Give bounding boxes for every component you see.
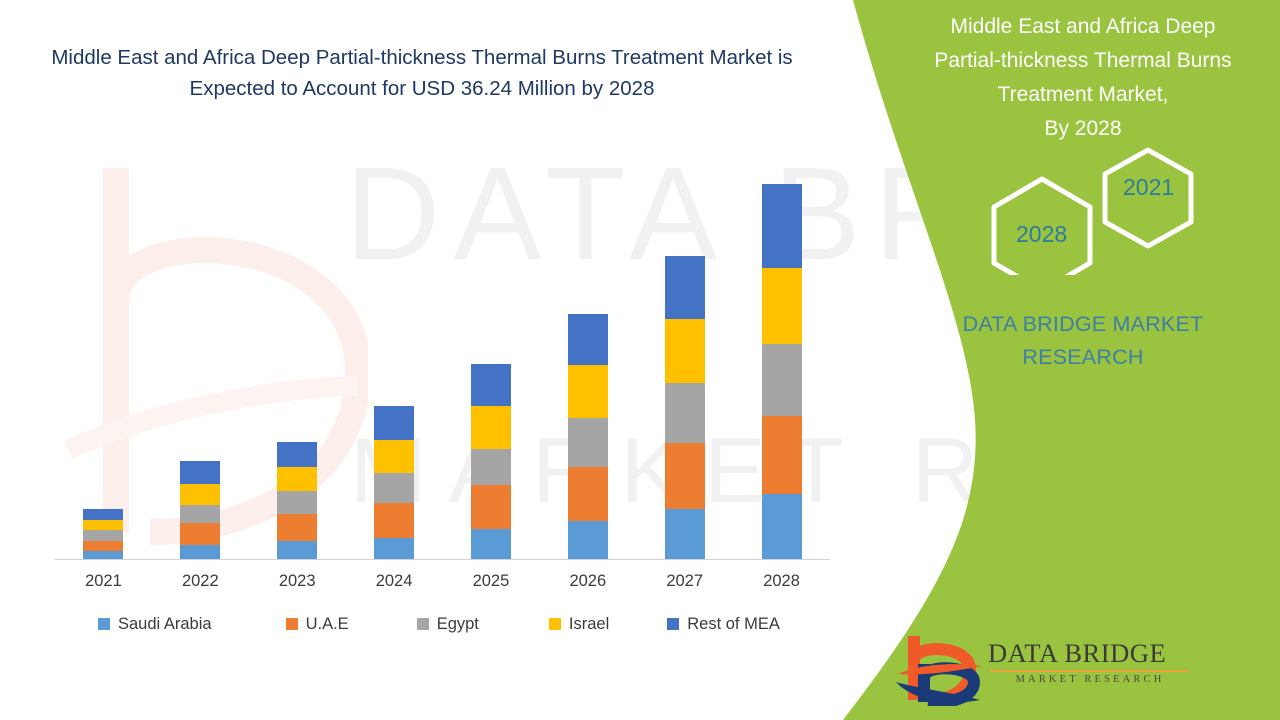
bar-segment: [470, 405, 511, 449]
bar-segment: [180, 522, 221, 545]
legend-swatch-icon: [285, 618, 298, 630]
bar-segment: [374, 405, 415, 440]
legend-label: U.A.E: [305, 614, 349, 633]
legend-label: Israel: [568, 614, 610, 633]
x-axis-label-2023: 2023: [278, 572, 316, 590]
brand-line-2: RESEARCH: [1022, 344, 1144, 369]
bar-segment: [761, 267, 802, 344]
legend-item-u-a-e[interactable]: U.A.E: [285, 614, 349, 634]
logo-divider: [990, 670, 1188, 672]
bar-segment: [761, 416, 802, 494]
panel-title-line-3: Treatment Market,: [997, 83, 1169, 107]
logo-wordmark: DATA BRIDGE: [988, 638, 1167, 668]
bar-segment: [83, 540, 124, 551]
chart-axis-line: [55, 559, 830, 560]
bar-segment: [664, 318, 705, 383]
bar-segment: [664, 443, 705, 509]
bar-segment: [180, 483, 221, 505]
bar-column-2021: [83, 509, 124, 560]
panel-title-line-1: Middle East and Africa Deep: [950, 15, 1216, 38]
bar-segment: [277, 513, 318, 541]
bar-segment: [83, 509, 124, 520]
x-axis-label-2021: 2021: [85, 572, 122, 590]
green-panel-content: Middle East and Africa Deep Partial-thic…: [896, 0, 1280, 720]
bar-segment: [374, 473, 415, 503]
bar-segment: [374, 503, 415, 538]
bar-segment: [761, 494, 802, 560]
chart-x-axis-labels: 2021 2022 2023 2024 2025 2026 2027 2028: [55, 572, 830, 598]
hexagon-label-2021: 2021: [1123, 174, 1175, 200]
brand-line-1: DATA BRIDGE MARKET: [962, 312, 1204, 336]
x-axis-label-2022: 2022: [181, 572, 219, 590]
x-axis-label-2027: 2027: [666, 572, 704, 590]
legend-swatch-icon: [667, 618, 680, 630]
bar-segment: [567, 365, 608, 418]
bar-column-2024: [374, 405, 415, 560]
x-axis-label-2028: 2028: [763, 572, 800, 590]
bar-segment: [277, 441, 318, 467]
bar-segment: [180, 545, 221, 560]
bar-segment: [567, 314, 608, 365]
bar-segment: [374, 440, 415, 473]
legend-swatch-icon: [98, 618, 110, 630]
panel-title: Middle East and Africa Deep Partial-thic…: [900, 10, 1266, 146]
bar-segment: [470, 449, 511, 485]
bar-column-2028: [761, 183, 802, 560]
bar-segment: [664, 383, 705, 443]
bar-segment: [277, 491, 318, 514]
bar-segment: [83, 530, 124, 541]
chart-title: Middle East and Africa Deep Partial-thic…: [51, 46, 793, 101]
legend-item-israel[interactable]: Israel: [548, 614, 610, 634]
logo-subtitle: MARKET RESEARCH: [1015, 674, 1165, 685]
bar-segment: [83, 519, 124, 530]
bar-segment: [567, 521, 608, 560]
bar-segment: [761, 183, 802, 268]
bar-segment: [180, 461, 221, 484]
panel-title-line-2: Partial-thickness Thermal Burns: [934, 49, 1232, 73]
bar-segment: [470, 485, 511, 529]
company-logo: DATA BRIDGE MARKET RESEARCH: [896, 630, 1266, 710]
bar-segment: [664, 509, 705, 560]
x-axis-label-2026: 2026: [569, 572, 607, 590]
legend-swatch-icon: [416, 618, 429, 630]
legend-swatch-icon: [548, 618, 561, 630]
bar-segment: [664, 255, 705, 319]
x-axis-label-2025: 2025: [472, 572, 510, 590]
bar-segment: [470, 363, 511, 406]
legend-label: Egypt: [436, 614, 479, 633]
chart-plot-area: [55, 170, 830, 560]
legend-label: Saudi Arabia: [118, 614, 212, 633]
bar-segment: [374, 537, 415, 560]
bar-column-2027: [664, 255, 705, 560]
legend-item-rest-of-mea[interactable]: Rest of MEA: [667, 615, 780, 634]
bar-segment: [761, 344, 802, 416]
legend-item-saudi-arabia[interactable]: Saudi Arabia: [98, 615, 212, 634]
chart-legend: Saudi Arabia U.A.E Egypt Israel Rest of MEA: [98, 612, 780, 636]
bar-segment: [277, 467, 318, 491]
bar-segment: [180, 504, 221, 523]
data-bridge-logo-icon: [896, 636, 982, 706]
bar-segment: [470, 528, 511, 560]
bar-segment: [567, 417, 608, 467]
chart-panel: Middle East and Africa Deep Partial-thic…: [51, 46, 830, 636]
bar-segment: [83, 551, 124, 560]
bar-column-2026: [567, 314, 608, 560]
bar-segment: [567, 467, 608, 521]
hexagon-label-2028: 2028: [1016, 221, 1068, 247]
panel-brand-text: DATA BRIDGE MARKET RESEARCH: [900, 308, 1266, 373]
bar-column-2023: [277, 441, 318, 560]
legend-label: Rest of MEA: [687, 614, 780, 633]
hexagon-shapes-icon: [991, 147, 1194, 294]
panel-title-line-4: By 2028: [1044, 117, 1122, 141]
hexagon-group: 2021 2028: [960, 145, 1250, 294]
x-axis-label-2024: 2024: [375, 572, 413, 590]
bar-segment: [277, 540, 318, 560]
legend-item-egypt[interactable]: Egypt: [416, 614, 479, 634]
bar-column-2022: [180, 461, 221, 560]
bar-column-2025: [470, 363, 511, 560]
